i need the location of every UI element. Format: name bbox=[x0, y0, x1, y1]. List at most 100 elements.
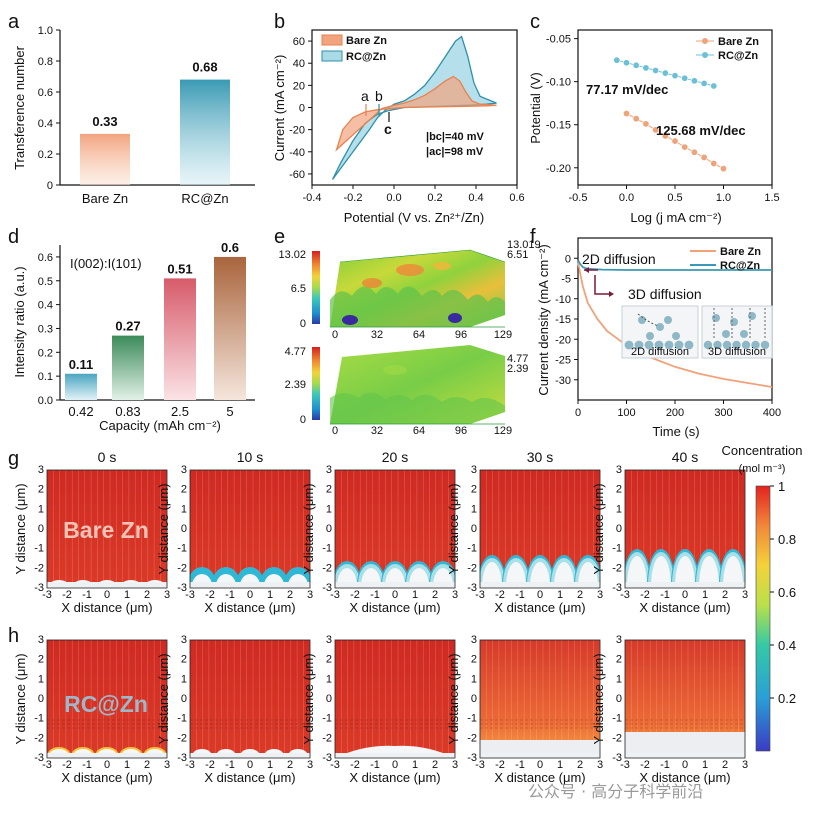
sim-deposit bbox=[506, 562, 526, 588]
panel-d-bar-0 bbox=[65, 373, 97, 400]
watermark: 公众号 · 高分子科学前沿 bbox=[528, 782, 703, 801]
panel-e-xtick-label: 96 bbox=[455, 425, 467, 437]
sim-substrate bbox=[625, 753, 745, 758]
sim-xtick-label: -3 bbox=[185, 589, 195, 601]
sim-ytick-label: -2 bbox=[322, 562, 332, 574]
inset-atom bbox=[722, 330, 730, 338]
inset2-label: 3D diffusion bbox=[708, 346, 766, 358]
legend-bare: Bare Zn bbox=[346, 35, 387, 47]
panel-a-ytick-label: 1.0 bbox=[38, 25, 53, 37]
panel-b-ytick-label: 20 bbox=[293, 80, 305, 92]
sim-ytick-label: -2 bbox=[34, 562, 44, 574]
sim-xtick-label: 0 bbox=[537, 759, 543, 771]
panel-c-point bbox=[710, 159, 718, 167]
sim-ytick-label: 3 bbox=[616, 464, 622, 476]
legend-f-bare: Bare Zn bbox=[720, 246, 761, 258]
panel-b-series-rczn bbox=[331, 35, 497, 180]
inset-atom bbox=[624, 340, 634, 350]
panel-b-ytick-label: -40 bbox=[289, 147, 305, 159]
sim-substrate bbox=[47, 582, 167, 588]
sim-xtick-label: 2 bbox=[432, 589, 438, 601]
sim-xtick-label: 1 bbox=[702, 759, 708, 771]
sim-substrate bbox=[335, 582, 455, 588]
panel-c-tafel-chart: -0.5 0.0 0.5 1.0 1.5 -0.20 -0.15 -0.10 -0.05 Bar… bbox=[528, 29, 780, 225]
panel-d-ytick-label: 0.4 bbox=[38, 300, 53, 312]
inset-atom bbox=[634, 340, 644, 350]
sim-xtick-label: 3 bbox=[164, 589, 170, 601]
sim-ytick-label: 3 bbox=[181, 464, 187, 476]
sim-ylabel: Y distance (μm) bbox=[446, 653, 461, 744]
e-bot-scale-min: 0 bbox=[300, 414, 306, 426]
inset-atom bbox=[638, 316, 646, 324]
panel-f-ytick-label: -15 bbox=[555, 314, 571, 326]
annot-2d-diffusion: 2D diffusion bbox=[582, 251, 656, 267]
sim-xtick-label: 2 bbox=[287, 759, 293, 771]
panel-letter-d: d bbox=[8, 226, 19, 248]
panel-c-point bbox=[652, 126, 660, 134]
panel-c-point bbox=[681, 74, 689, 82]
inset-atom bbox=[684, 340, 694, 350]
panel-letter-h: h bbox=[8, 625, 19, 647]
panel-f-ytick-label: -20 bbox=[555, 334, 571, 346]
panel-c-point bbox=[632, 115, 640, 123]
sim-ytick-label: 1 bbox=[326, 503, 332, 515]
inset1-label: 2D diffusion bbox=[631, 346, 689, 358]
sim-row-label-g: Bare Zn bbox=[63, 517, 149, 543]
sim-ytick-label: -1 bbox=[612, 713, 622, 725]
sim-background bbox=[190, 640, 310, 758]
sim-xtick-label: 3 bbox=[452, 589, 458, 601]
panel-f-xtick-label: 0 bbox=[575, 407, 581, 419]
sim-xtick-label: 1 bbox=[267, 759, 273, 771]
sim-xtick-label: -2 bbox=[62, 589, 72, 601]
sim-ytick-label: 2 bbox=[471, 654, 477, 666]
sim-xlabel: X distance (μm) bbox=[204, 770, 295, 785]
colorbar-e-top bbox=[312, 251, 320, 324]
panel-b-xtick-label: 0.6 bbox=[509, 192, 524, 204]
inset-atom bbox=[674, 340, 684, 350]
sim-ytick-label: 0 bbox=[326, 693, 332, 705]
sim-ytick-label: -1 bbox=[177, 543, 187, 555]
e-bot-corner-mid: 2.39 bbox=[507, 363, 528, 375]
sim-ytick-label: 2 bbox=[326, 654, 332, 666]
sim-ytick-label: -1 bbox=[467, 543, 477, 555]
inset-atom bbox=[644, 340, 654, 350]
sim-ytick-label: 2 bbox=[471, 484, 477, 496]
sim-xtick-label: 1 bbox=[124, 589, 130, 601]
sim-substrate bbox=[190, 582, 310, 588]
panel-d-bar-2 bbox=[164, 278, 196, 400]
sim-ylabel: Y distance (μm) bbox=[13, 483, 28, 574]
sim-xtick-label: -3 bbox=[330, 589, 340, 601]
sim-ylabel: Y distance (μm) bbox=[301, 653, 316, 744]
panel-a-category: RC@Zn bbox=[181, 191, 228, 206]
sim-ytick-label: 2 bbox=[181, 484, 187, 496]
panel-e-xtick-label: 32 bbox=[371, 329, 383, 341]
sim-frame bbox=[189, 639, 311, 759]
sim-ytick-label: 0 bbox=[616, 693, 622, 705]
panel-c-point bbox=[700, 79, 708, 87]
sim-xlabel: X distance (μm) bbox=[639, 600, 730, 615]
panel-a-value-label: 0.68 bbox=[192, 60, 217, 75]
sim-xlabel: X distance (μm) bbox=[61, 600, 152, 615]
colorbar-e-bottom bbox=[312, 347, 320, 420]
sim-xtick-label: -2 bbox=[495, 589, 505, 601]
sim-time-label: 20 s bbox=[382, 449, 408, 465]
sim-ytick-label: 3 bbox=[38, 634, 44, 646]
sim-ylabel: Y distance (μm) bbox=[301, 483, 316, 574]
inset-atom bbox=[654, 340, 664, 350]
panel-d-ytick-label: 0.5 bbox=[38, 276, 53, 288]
panel-c-point bbox=[671, 72, 679, 80]
panel-b-xtick-label: 0.4 bbox=[468, 192, 483, 204]
sim-ytick-label: -2 bbox=[467, 732, 477, 744]
sim-ytick-label: 3 bbox=[38, 464, 44, 476]
sim-ytick-label: -1 bbox=[467, 713, 477, 725]
panel-d-ytick-label: 0.3 bbox=[38, 323, 53, 335]
sim-xtick-label: 2 bbox=[577, 589, 583, 601]
panel-d-ylabel: Intensity ratio (a.u.) bbox=[12, 266, 27, 377]
sim-ytick-label: -1 bbox=[34, 543, 44, 555]
panel-d-value-label: 0.51 bbox=[167, 261, 192, 276]
sim-frame bbox=[624, 639, 746, 759]
sim-ytick-label: -1 bbox=[612, 543, 622, 555]
sim-xlabel: X distance (μm) bbox=[61, 770, 152, 785]
sim-frame bbox=[334, 639, 456, 759]
sim-h-4: -3-3 -2 -2 -1 -1 0 0 1 1 2 2 3 3 X distance (μm) Y dis… bbox=[591, 634, 748, 785]
